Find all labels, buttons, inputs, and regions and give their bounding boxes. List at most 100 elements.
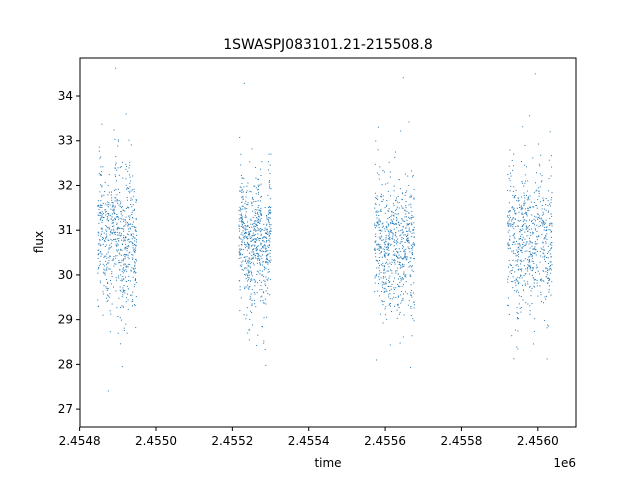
data-point — [267, 293, 269, 295]
data-point — [120, 166, 122, 168]
data-point — [507, 173, 509, 175]
data-point — [508, 202, 510, 204]
data-point — [393, 223, 395, 225]
data-point — [381, 235, 383, 237]
data-point — [409, 196, 411, 198]
data-point — [263, 223, 265, 225]
data-point — [529, 265, 531, 267]
data-point — [125, 216, 127, 218]
data-point — [399, 256, 401, 258]
data-point — [517, 318, 519, 320]
data-point — [125, 223, 127, 225]
data-point — [393, 277, 395, 279]
data-point — [248, 257, 250, 259]
data-point — [266, 254, 268, 256]
data-point — [134, 250, 136, 252]
data-point — [248, 339, 250, 341]
data-point — [550, 199, 552, 201]
data-point — [120, 221, 122, 223]
data-point — [241, 196, 243, 198]
data-point — [520, 274, 522, 276]
data-point — [511, 335, 513, 337]
data-point — [383, 239, 385, 241]
data-point — [244, 267, 246, 269]
data-point — [249, 319, 251, 321]
data-point — [100, 233, 102, 235]
data-point — [406, 190, 408, 192]
data-point — [548, 280, 550, 282]
data-point — [135, 199, 137, 201]
data-point — [383, 268, 385, 270]
data-point — [132, 305, 134, 307]
data-point — [390, 216, 392, 218]
data-point — [387, 270, 389, 272]
data-point — [379, 265, 381, 267]
data-point — [385, 237, 387, 239]
data-point — [126, 293, 128, 295]
data-point — [264, 244, 266, 246]
data-point — [375, 203, 377, 205]
data-point — [117, 332, 119, 334]
data-point — [247, 276, 249, 278]
data-point — [507, 297, 509, 299]
data-point — [240, 252, 242, 254]
data-point — [128, 258, 130, 260]
data-point — [545, 229, 547, 231]
data-point — [394, 156, 396, 158]
data-point — [384, 254, 386, 256]
data-point — [240, 164, 242, 166]
data-point — [135, 241, 137, 243]
data-point — [546, 267, 548, 269]
data-point — [116, 231, 118, 233]
data-point — [528, 258, 530, 260]
data-point — [386, 318, 388, 320]
data-point — [245, 231, 247, 233]
data-point — [265, 364, 267, 366]
data-point — [515, 284, 517, 286]
data-point — [527, 197, 529, 199]
data-point — [512, 267, 514, 269]
data-point — [543, 224, 545, 226]
data-point — [251, 239, 253, 241]
data-point — [536, 207, 538, 209]
data-point — [258, 271, 260, 273]
data-point — [548, 190, 550, 192]
data-point — [398, 202, 400, 204]
data-point — [407, 233, 409, 235]
data-point — [124, 225, 126, 227]
data-point — [523, 202, 525, 204]
data-point — [404, 275, 406, 277]
data-point — [405, 201, 407, 203]
data-point — [108, 262, 110, 264]
data-point — [507, 248, 509, 250]
data-point — [525, 180, 527, 182]
data-point — [251, 303, 253, 305]
data-point — [261, 196, 263, 198]
data-point — [259, 279, 261, 281]
data-point — [119, 317, 121, 319]
data-point — [413, 307, 415, 309]
data-point — [97, 249, 99, 251]
data-point — [537, 199, 539, 201]
data-point — [101, 216, 103, 218]
data-point — [401, 245, 403, 247]
data-point — [247, 202, 249, 204]
data-point — [524, 284, 526, 286]
data-point — [108, 213, 110, 215]
data-point — [522, 236, 524, 238]
data-point — [398, 254, 400, 256]
data-point — [107, 184, 109, 186]
data-point — [122, 240, 124, 242]
data-point — [122, 237, 124, 239]
data-point — [519, 277, 521, 279]
data-point — [540, 280, 542, 282]
data-point — [116, 216, 118, 218]
data-point — [390, 222, 392, 224]
data-point — [102, 238, 104, 240]
data-point — [238, 257, 240, 259]
data-point — [512, 244, 514, 246]
data-point — [387, 246, 389, 248]
data-point — [122, 260, 124, 262]
data-point — [380, 196, 382, 198]
data-point — [398, 223, 400, 225]
